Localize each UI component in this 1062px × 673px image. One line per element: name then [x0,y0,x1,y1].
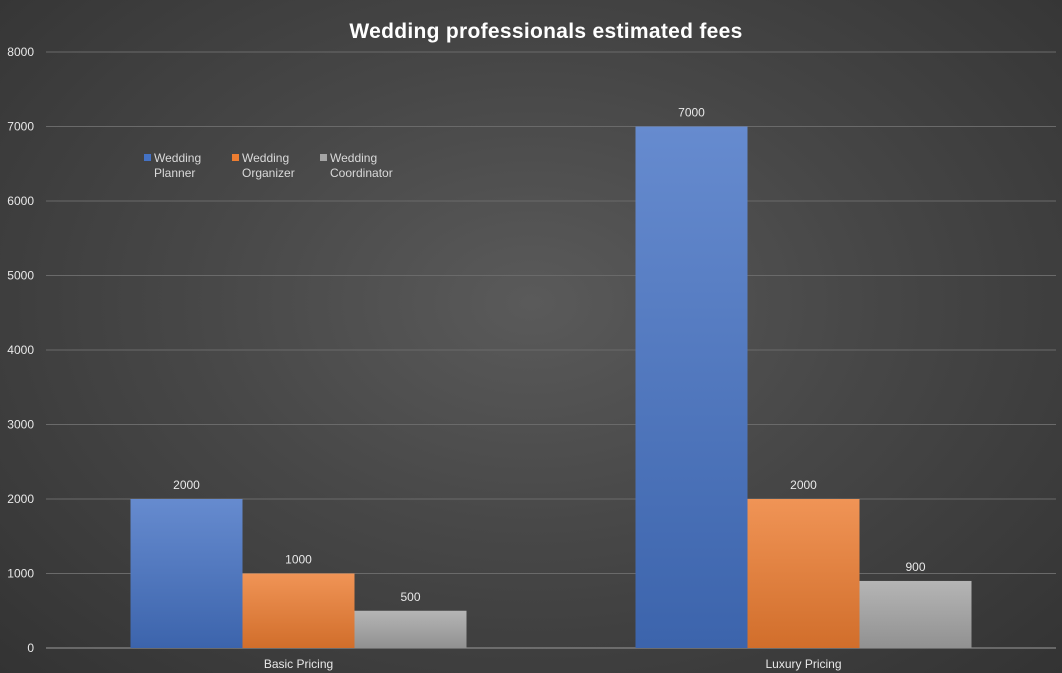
bar [130,499,243,648]
y-tick-label: 3000 [7,418,34,432]
chart-title: Wedding professionals estimated fees [349,20,742,43]
bar [242,573,355,648]
legend-item: Wedding Organizer [232,151,295,180]
y-tick-label: 4000 [7,343,34,357]
y-tick-label: 6000 [7,194,34,208]
y-tick-label: 2000 [7,492,34,506]
legend-label: Wedding Planner [154,151,201,180]
y-tick-label: 0 [27,641,34,655]
x-tick-label: Luxury Pricing [765,657,841,671]
bar [859,580,972,648]
bar [747,499,860,648]
data-label: 2000 [173,478,200,492]
data-label: 900 [905,560,925,574]
legend-item: Wedding Planner [144,151,201,180]
y-tick-label: 5000 [7,269,34,283]
data-label: 500 [400,590,420,604]
x-tick-label: Basic Pricing [264,657,333,671]
y-tick-label: 7000 [7,120,34,134]
y-tick-label: 1000 [7,567,34,581]
legend-swatch [232,154,239,161]
legend-swatch [144,154,151,161]
legend-label: Wedding Coordinator [330,151,393,180]
data-label: 2000 [790,478,817,492]
y-tick-label: 8000 [7,45,34,59]
legend-swatch [320,154,327,161]
bar [635,126,748,648]
data-label: 7000 [678,106,705,120]
bar [354,610,467,648]
legend-label: Wedding Organizer [242,151,295,180]
legend-item: Wedding Coordinator [320,151,393,180]
data-label: 1000 [285,553,312,567]
